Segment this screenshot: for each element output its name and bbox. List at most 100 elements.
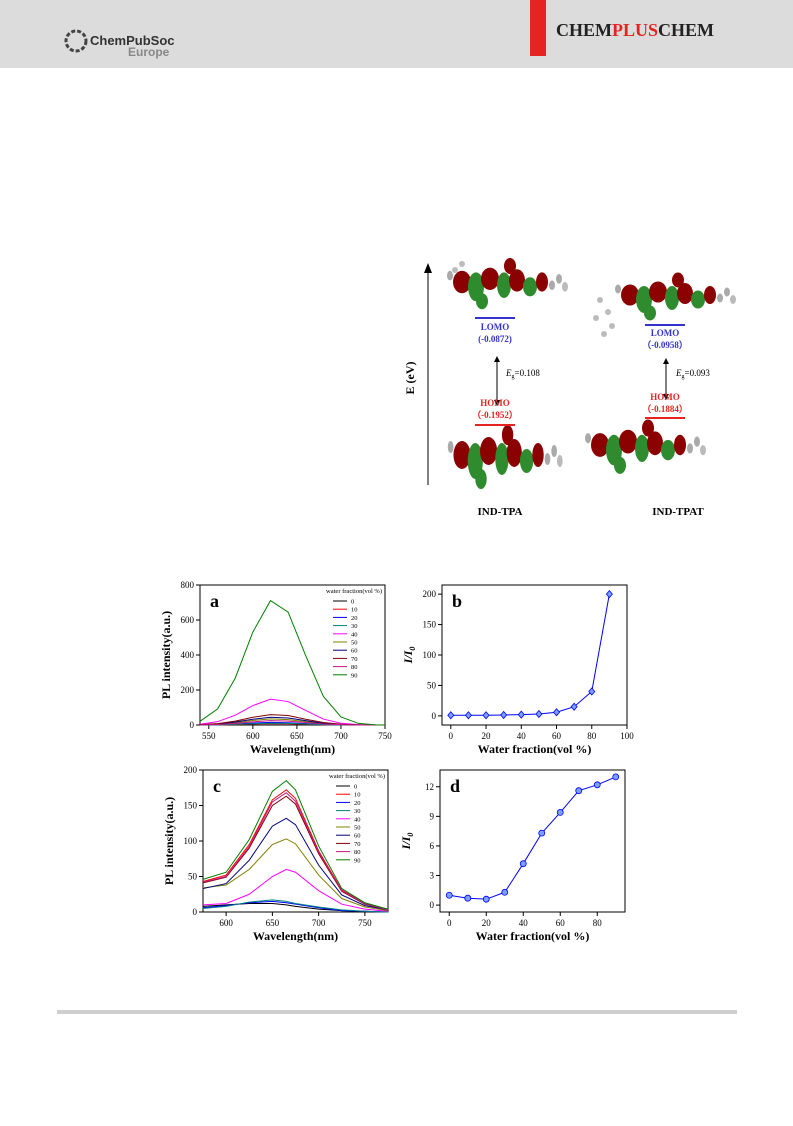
legend-label: 10 bbox=[354, 792, 361, 799]
footer-rule bbox=[57, 1010, 737, 1014]
series-line bbox=[450, 594, 610, 716]
panel-letter: c bbox=[213, 776, 221, 796]
homo-value: （-0.1952） bbox=[472, 410, 518, 420]
y-tick-label: 100 bbox=[184, 836, 198, 846]
series-line bbox=[202, 792, 389, 911]
y-axis-label-sub: 0 bbox=[408, 647, 417, 651]
legend-label: 60 bbox=[351, 648, 358, 655]
series-line bbox=[202, 868, 389, 912]
y-axis-label: PL intensity(a.u.) bbox=[162, 797, 176, 885]
x-tick-label: 750 bbox=[358, 918, 372, 928]
marker bbox=[500, 710, 508, 720]
marker bbox=[570, 702, 578, 711]
y-tick-label: 100 bbox=[423, 650, 437, 660]
legend-label: 30 bbox=[351, 623, 358, 630]
legend-label: 70 bbox=[354, 841, 361, 848]
y-tick-label: 200 bbox=[181, 685, 195, 695]
x-tick-label: 700 bbox=[334, 731, 348, 741]
series-line bbox=[202, 795, 389, 911]
panel-letter: d bbox=[450, 776, 460, 796]
marker bbox=[464, 711, 472, 720]
gap-arrowhead bbox=[494, 356, 500, 362]
x-tick-label: 650 bbox=[290, 731, 304, 741]
journal-bar bbox=[530, 0, 546, 56]
marker bbox=[517, 710, 525, 719]
y-tick-label: 50 bbox=[427, 680, 437, 690]
molecule-name: IND-TPAT bbox=[652, 506, 704, 518]
x-tick-label: 700 bbox=[312, 918, 326, 928]
molecule-name: IND-TPA bbox=[477, 506, 522, 518]
y-axis-label: I/I0 bbox=[401, 647, 417, 665]
legend-label: 50 bbox=[354, 825, 361, 832]
energy-label: E (eV) bbox=[403, 362, 417, 395]
legend-label: 40 bbox=[354, 816, 361, 823]
panel-letter: a bbox=[210, 591, 219, 611]
society-name: ChemPubSoc bbox=[90, 33, 175, 48]
x-tick-label: 40 bbox=[519, 918, 529, 928]
x-tick-label: 650 bbox=[266, 918, 280, 928]
y-tick-label: 3 bbox=[430, 871, 435, 881]
y-tick-label: 6 bbox=[430, 841, 435, 851]
marker bbox=[538, 829, 546, 837]
x-axis-label: Water fraction(vol %) bbox=[478, 742, 592, 756]
x-tick-label: 750 bbox=[378, 731, 392, 741]
y-tick-label: 400 bbox=[181, 650, 195, 660]
x-tick-label: 60 bbox=[556, 918, 566, 928]
society-logo bbox=[64, 29, 88, 53]
series-line bbox=[449, 776, 616, 900]
gap-arrowhead bbox=[663, 394, 669, 400]
y-tick-label: 0 bbox=[432, 711, 437, 721]
marker bbox=[556, 809, 564, 816]
legend-label: 60 bbox=[354, 833, 361, 840]
society-region: Europe bbox=[128, 45, 170, 59]
y-tick-label: 12 bbox=[425, 782, 434, 792]
series-line bbox=[202, 899, 389, 913]
y-axis-label: PL intensity(a.u.) bbox=[159, 611, 173, 699]
marker bbox=[482, 711, 490, 720]
legend-label: 70 bbox=[351, 656, 358, 663]
y-tick-label: 600 bbox=[181, 615, 195, 625]
y-tick-label: 200 bbox=[184, 765, 198, 775]
marker bbox=[501, 888, 509, 896]
legend-label: 80 bbox=[354, 849, 361, 856]
x-axis-label: Wavelength(nm) bbox=[253, 929, 338, 943]
lomo-label: LOMO bbox=[651, 328, 680, 338]
lomo-value: （-0.0958） bbox=[642, 340, 688, 350]
journal-name: CHEMPLUSCHEM bbox=[556, 20, 714, 40]
x-tick-label: 550 bbox=[202, 731, 216, 741]
legend-label: 0 bbox=[351, 599, 354, 606]
orbital-image bbox=[447, 258, 736, 489]
legend-label: 50 bbox=[351, 640, 358, 647]
marker bbox=[588, 687, 596, 696]
legend-label: 90 bbox=[354, 857, 361, 864]
legend-label: 90 bbox=[351, 672, 358, 679]
energy-arrow bbox=[424, 263, 432, 273]
y-tick-label: 150 bbox=[184, 801, 198, 811]
series-line bbox=[202, 779, 389, 910]
x-tick-label: 20 bbox=[482, 918, 492, 928]
legend-label: 20 bbox=[351, 615, 358, 622]
x-tick-label: 0 bbox=[447, 918, 452, 928]
y-tick-label: 0 bbox=[193, 907, 198, 917]
x-axis-label: Wavelength(nm) bbox=[250, 742, 335, 756]
y-axis-label: I/I0 bbox=[399, 833, 415, 851]
x-tick-label: 60 bbox=[552, 731, 562, 741]
x-tick-label: 40 bbox=[517, 731, 527, 741]
gap-label: Eg=0.093 bbox=[675, 368, 710, 380]
marker bbox=[552, 708, 561, 717]
y-tick-label: 150 bbox=[423, 620, 437, 630]
legend-label: 10 bbox=[351, 607, 358, 614]
marker bbox=[593, 781, 601, 789]
x-tick-label: 600 bbox=[219, 918, 233, 928]
lomo-value: (-0.0872) bbox=[478, 334, 512, 344]
legend-label: 20 bbox=[354, 800, 361, 807]
marker bbox=[519, 860, 527, 868]
y-tick-label: 9 bbox=[430, 811, 435, 821]
gap-arrowhead bbox=[494, 400, 500, 406]
x-tick-label: 20 bbox=[482, 731, 492, 741]
homo-label: HOMO bbox=[650, 392, 680, 402]
homo-value: （-0.1884） bbox=[642, 404, 688, 414]
gap-label: Eg=0.108 bbox=[505, 368, 540, 380]
lomo-label: LOMO bbox=[481, 322, 510, 332]
series-line bbox=[199, 599, 386, 726]
